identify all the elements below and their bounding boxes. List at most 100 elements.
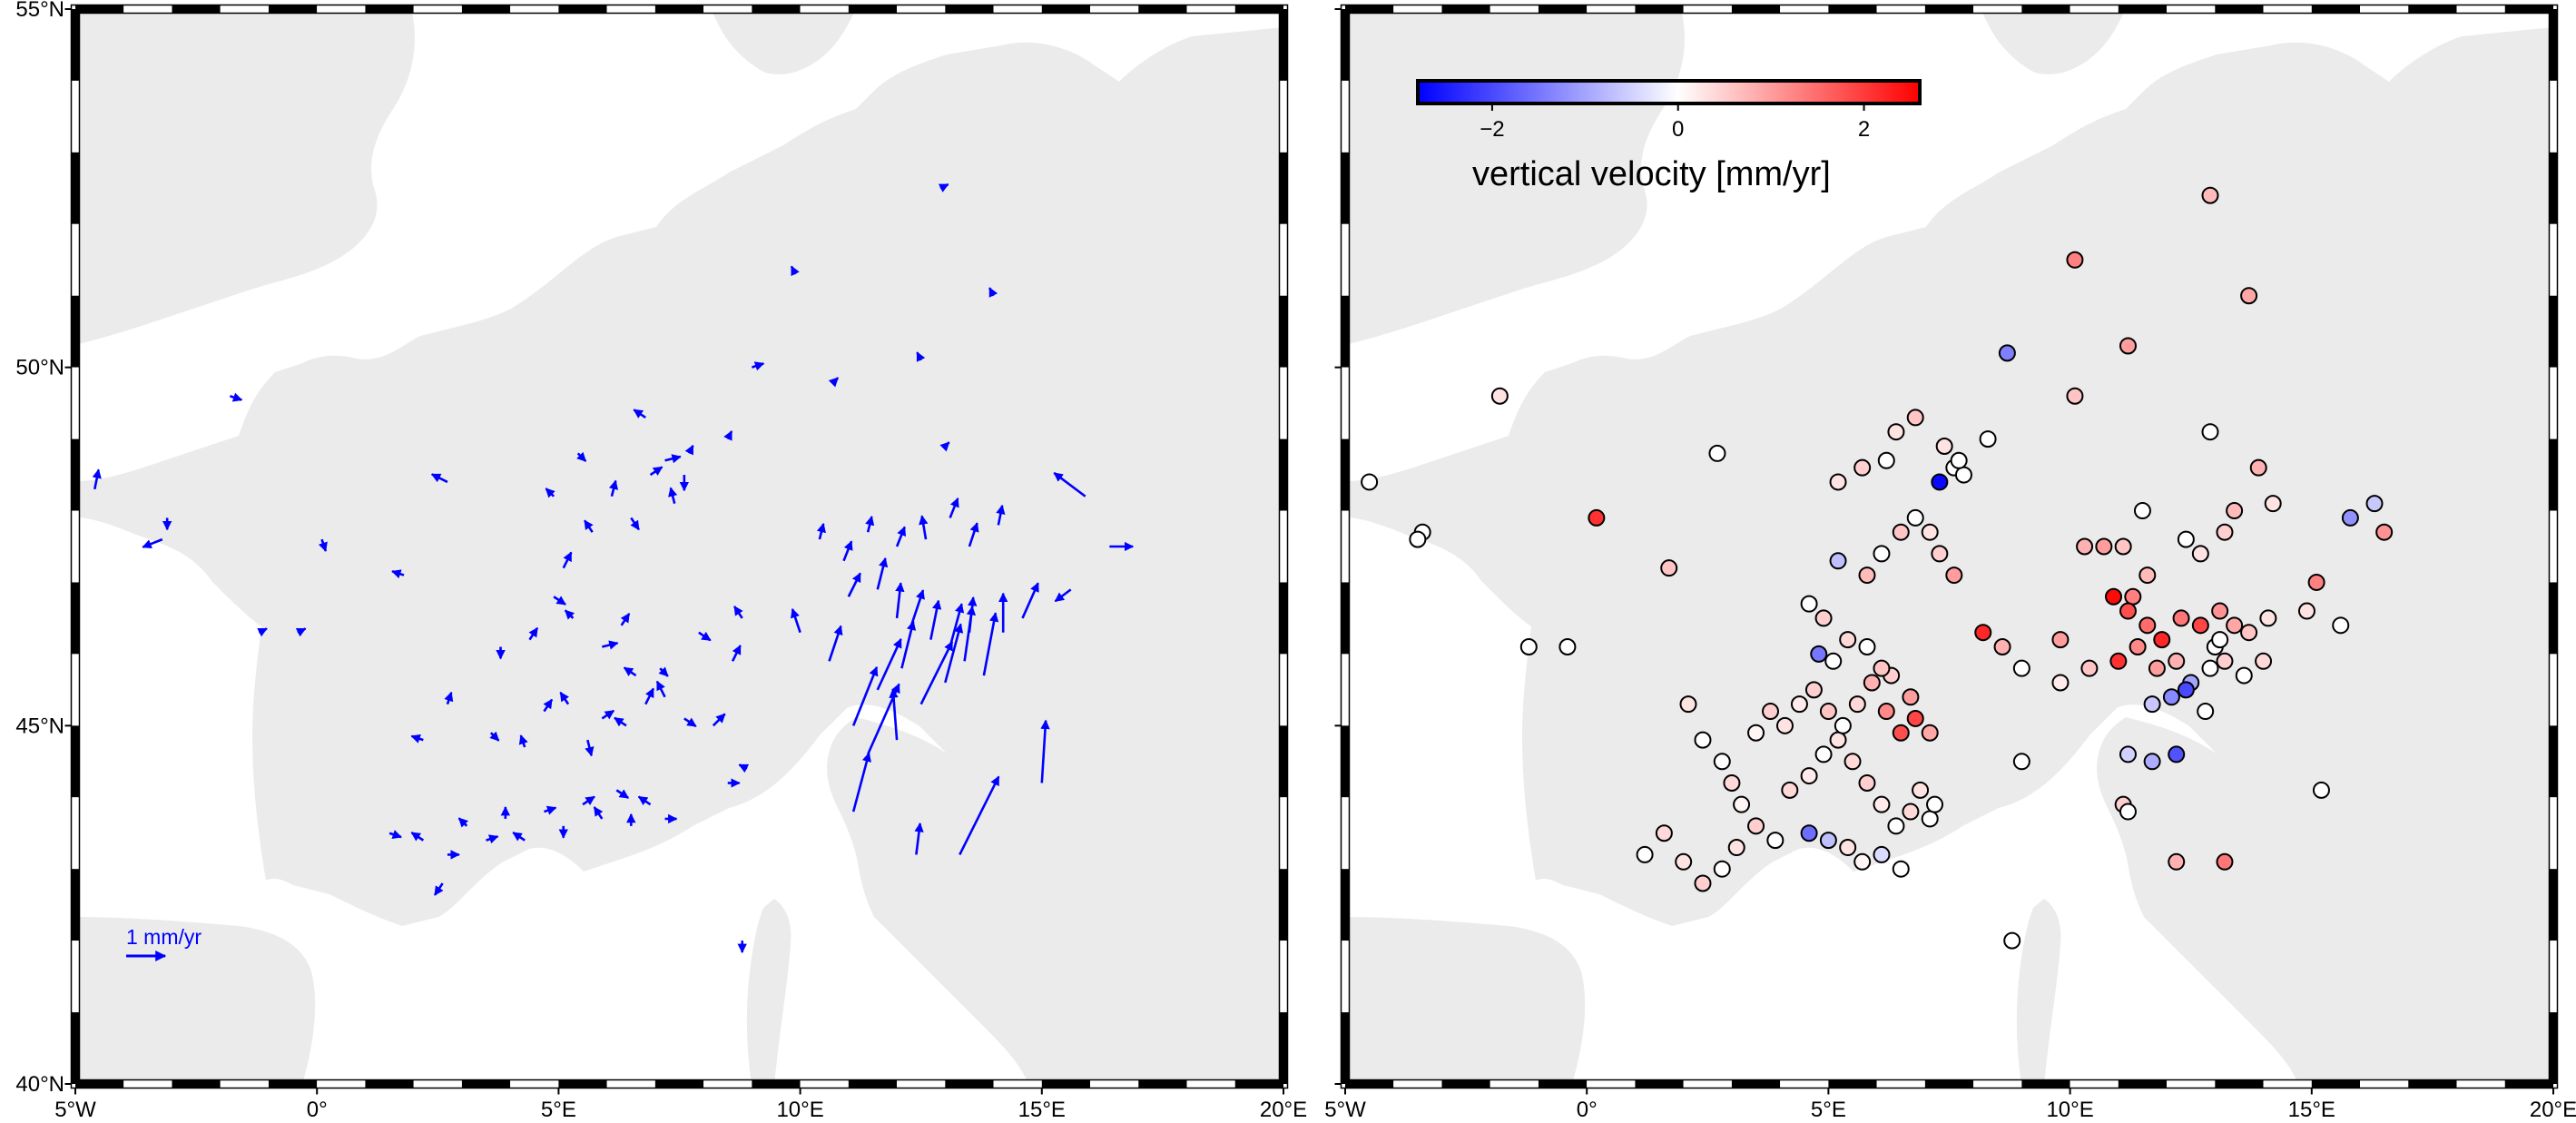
velocity-arrow bbox=[553, 596, 566, 606]
velocity-arrow bbox=[939, 441, 950, 452]
frame-segment-right bbox=[2549, 223, 2558, 296]
gnss-site-marker bbox=[2162, 688, 2180, 706]
frame-segment-top bbox=[703, 5, 752, 14]
gnss-site-marker bbox=[2105, 587, 2123, 606]
gnss-site-marker bbox=[1853, 852, 1872, 871]
frame-segment-bottom bbox=[2167, 1079, 2216, 1089]
frame-segment-bottom bbox=[1186, 1079, 1235, 1089]
gnss-site-marker bbox=[1935, 437, 1953, 455]
frame-segment-right bbox=[2549, 1012, 2558, 1084]
frame-segment-left bbox=[71, 9, 80, 81]
velocity-arrow bbox=[620, 613, 631, 626]
lat-tick-label: 45°N bbox=[15, 714, 64, 738]
velocity-arrow bbox=[909, 589, 925, 626]
gnss-site-marker bbox=[1906, 709, 1924, 727]
land-iberia bbox=[1345, 917, 1586, 1084]
lon-tick-label: 10°E bbox=[776, 1098, 823, 1122]
frame-segment-bottom bbox=[2070, 1079, 2119, 1089]
gnss-site-marker bbox=[2177, 681, 2195, 699]
colorbar: −2 0 2 vertical velocity [mm/yr] bbox=[1416, 79, 1922, 193]
frame-segment-right bbox=[2549, 654, 2558, 726]
velocity-arrow bbox=[982, 612, 999, 676]
gnss-site-marker bbox=[1829, 731, 1847, 749]
gnss-site-marker bbox=[1762, 703, 1780, 721]
right-map-panel: 5°W 0° 5°E 10°E 15°E 20°E −2 0 2 vertical veloc… bbox=[1324, 4, 2576, 1122]
gnss-site-marker bbox=[1877, 451, 1895, 469]
left-map-panel: 5°W 0° 5°E 10°E 15°E 20°E 55°N 50°N 45°N 40°N 1 m… bbox=[15, 0, 1307, 1122]
gnss-site-marker bbox=[1873, 845, 1891, 863]
velocity-arrow bbox=[988, 287, 998, 298]
gnss-site-marker bbox=[1588, 508, 1606, 527]
frame-segment-left bbox=[1341, 367, 1350, 439]
velocity-arrow bbox=[486, 834, 499, 844]
gnss-site-marker bbox=[1858, 566, 1876, 585]
velocity-arrow bbox=[623, 666, 637, 677]
frame-segment-bottom bbox=[220, 1079, 269, 1089]
velocity-arrow bbox=[876, 557, 889, 590]
frame-segment-top bbox=[317, 5, 366, 14]
frame-segment-bottom bbox=[1490, 1079, 1539, 1089]
left-map-land bbox=[75, 9, 1283, 1084]
land-corsica-sardinia bbox=[746, 899, 791, 1084]
frame-segment-left bbox=[71, 152, 80, 224]
right-map-frame bbox=[1340, 4, 2559, 1089]
frame-segment-top bbox=[413, 5, 462, 14]
gnss-site-marker bbox=[1839, 631, 1857, 649]
gnss-site-marker bbox=[2012, 659, 2030, 677]
velocity-arrow bbox=[895, 582, 905, 619]
gnss-site-marker bbox=[1800, 824, 1818, 842]
gnss-site-marker bbox=[2066, 387, 2084, 405]
frame-segment-left bbox=[71, 510, 80, 583]
gnss-site-marker bbox=[1814, 609, 1833, 627]
velocity-arrow bbox=[637, 795, 652, 806]
frame-segment-bottom bbox=[2021, 1079, 2070, 1089]
frame-segment-bottom bbox=[558, 1079, 607, 1089]
velocity-arrow bbox=[562, 551, 573, 569]
frame-segment-bottom bbox=[1731, 1079, 1781, 1089]
velocity-arrow bbox=[790, 265, 800, 277]
velocity-arrow bbox=[751, 361, 765, 371]
frame-segment-top bbox=[2504, 5, 2553, 14]
velocity-arrow bbox=[828, 625, 843, 662]
frame-segment-bottom bbox=[1393, 1079, 1442, 1089]
velocity-arrow bbox=[644, 687, 654, 705]
gnss-site-marker bbox=[1834, 716, 1852, 734]
gnss-site-marker bbox=[1848, 695, 1866, 714]
gnss-site-marker bbox=[1906, 508, 1924, 527]
gnss-site-marker bbox=[1926, 795, 1944, 813]
frame-segment-top bbox=[1393, 5, 1442, 14]
lon-tick-label: 5°E bbox=[1811, 1098, 1846, 1122]
frame-segment-right bbox=[2549, 80, 2558, 153]
frame-segment-top bbox=[2215, 5, 2264, 14]
gnss-site-marker bbox=[2226, 616, 2244, 635]
gnss-site-marker bbox=[1829, 473, 1847, 491]
velocity-arrow bbox=[92, 468, 102, 490]
frame-segment-left bbox=[1341, 654, 1350, 726]
frame-segment-top bbox=[1973, 5, 2022, 14]
frame-segment-right bbox=[2549, 438, 2558, 511]
left-map-frame bbox=[70, 4, 1289, 1089]
gnss-site-marker bbox=[1921, 724, 1939, 742]
frame-segment-top bbox=[1587, 5, 1636, 14]
frame-segment-bottom bbox=[317, 1079, 366, 1089]
frame-segment-left bbox=[1341, 941, 1350, 1013]
gnss-site-marker bbox=[1636, 845, 1654, 863]
velocity-arrow bbox=[410, 831, 425, 842]
lon-tick-label: 5°W bbox=[54, 1098, 96, 1122]
gnss-site-marker bbox=[2365, 495, 2384, 513]
land-scandinavia bbox=[1981, 9, 2126, 74]
frame-segment-top bbox=[2456, 5, 2505, 14]
gnss-site-marker bbox=[2143, 753, 2161, 771]
frame-segment-bottom bbox=[2504, 1079, 2553, 1089]
frame-segment-left bbox=[71, 295, 80, 368]
gnss-site-marker bbox=[1558, 638, 1577, 656]
gnss-site-marker bbox=[1902, 688, 1920, 706]
frame-segment-left bbox=[71, 941, 80, 1013]
gnss-site-marker bbox=[2119, 337, 2137, 355]
frame-segment-top bbox=[848, 5, 898, 14]
velocity-arrow bbox=[583, 519, 594, 533]
velocity-arrow bbox=[698, 631, 712, 642]
frame-segment-right bbox=[2549, 510, 2558, 583]
land-italy bbox=[2097, 717, 2489, 1084]
velocity-arrow bbox=[959, 775, 1000, 855]
